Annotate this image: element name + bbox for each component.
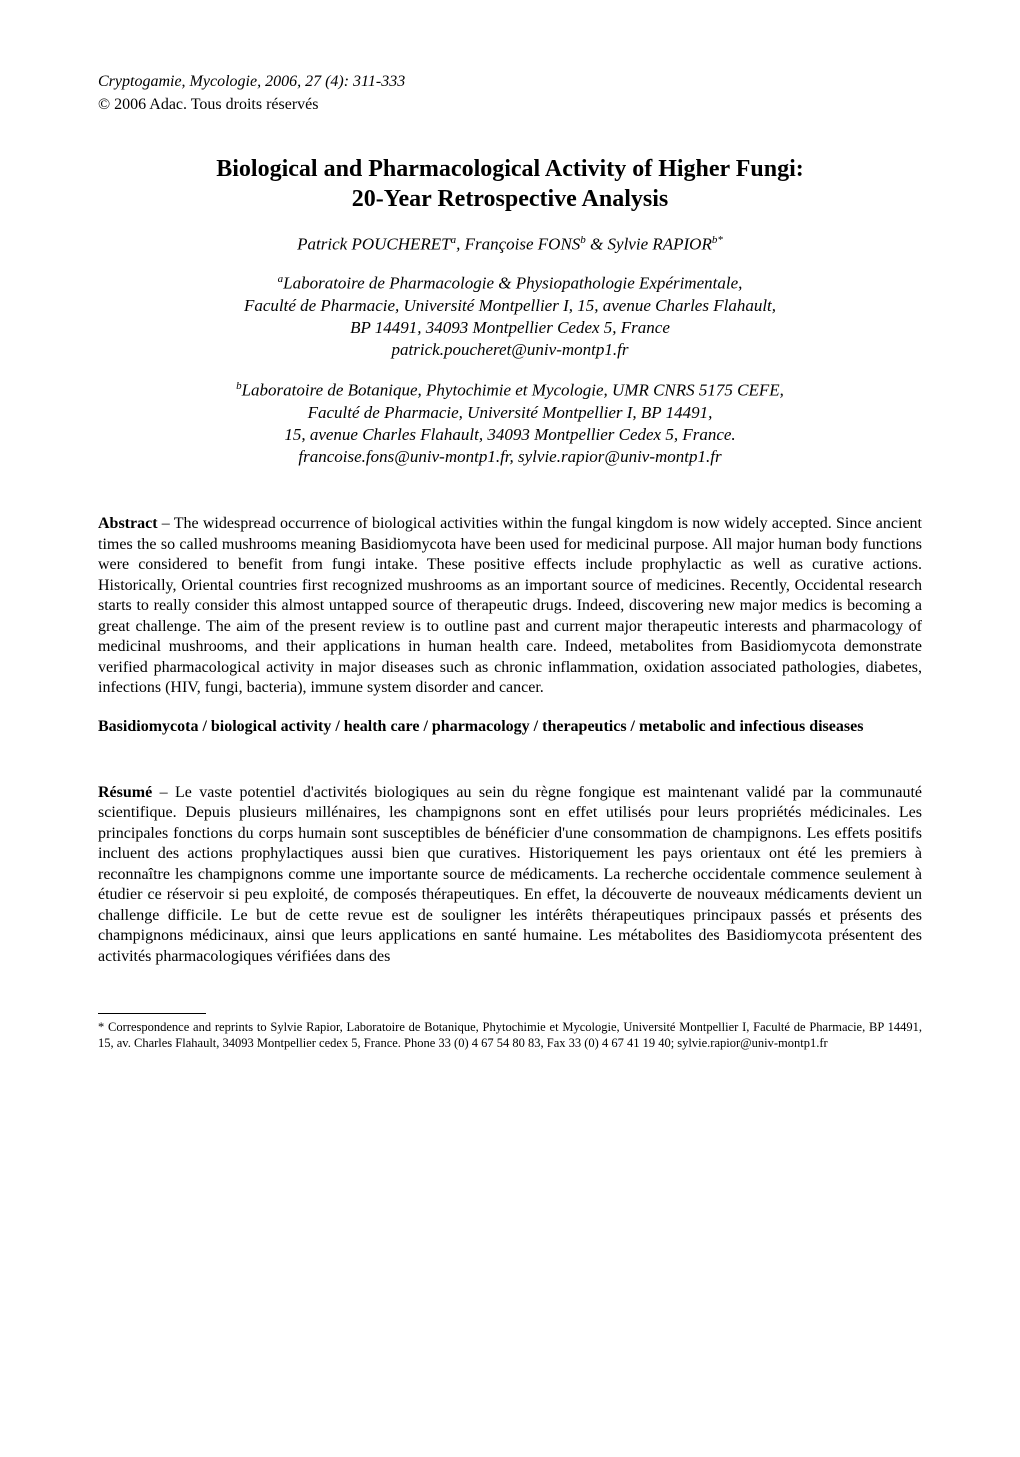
abstract-paragraph: Abstract – The widespread occurrence of … [98, 514, 922, 698]
abstract-text: The widespread occurrence of biological … [98, 515, 922, 696]
author-1-name: Patrick POUCHERET [297, 234, 450, 253]
affiliation-b-line3: 15, avenue Charles Flahault, 34093 Montp… [284, 425, 735, 444]
affiliation-a-email: patrick.poucheret@univ-montp1.fr [392, 340, 629, 359]
footnote-rule [98, 1013, 206, 1014]
title-line-2: 20-Year Retrospective Analysis [352, 186, 668, 212]
title-line-1: Biological and Pharmacological Activity … [216, 156, 804, 182]
author-3-sup: b* [712, 234, 723, 246]
affiliation-b-email: francoise.fons@univ-montp1.fr, sylvie.ra… [298, 447, 721, 466]
journal-citation: Cryptogamie, Mycologie, 2006, 27 (4): 31… [98, 72, 922, 93]
affiliation-a-line2: Faculté de Pharmacie, Université Montpel… [244, 296, 776, 315]
affiliation-b-line2: Faculté de Pharmacie, Université Montpel… [308, 403, 713, 422]
author-sep-2: & [586, 234, 608, 253]
keywords-paragraph: Basidiomycota / biological activity / he… [98, 717, 922, 737]
resume-paragraph: Résumé – Le vaste potentiel d'activités … [98, 783, 922, 967]
author-line: Patrick POUCHERETa, Françoise FONSb & Sy… [98, 234, 922, 255]
footnote-text: * Correspondence and reprints to Sylvie … [98, 1020, 922, 1051]
resume-label: Résumé [98, 784, 152, 801]
affiliation-b-line1: Laboratoire de Botanique, Phytochimie et… [242, 381, 784, 400]
abstract-label: Abstract [98, 515, 158, 532]
affiliation-a-line1: Laboratoire de Pharmacologie & Physiopat… [283, 274, 742, 293]
keywords-text: Basidiomycota / biological activity / he… [98, 718, 863, 735]
affiliation-a: aLaboratoire de Pharmacologie & Physiopa… [98, 272, 922, 361]
author-2-name: Françoise FONS [465, 234, 581, 253]
abstract-dash: – [158, 515, 174, 532]
affiliation-a-line3: BP 14491, 34093 Montpellier Cedex 5, Fra… [350, 318, 670, 337]
affiliation-b: bLaboratoire de Botanique, Phytochimie e… [98, 379, 922, 468]
author-sep-1: , [456, 234, 465, 253]
resume-text: Le vaste potentiel d'activités biologiqu… [98, 784, 922, 965]
author-3-name: Sylvie RAPIOR [608, 234, 712, 253]
resume-dash: – [152, 784, 175, 801]
article-title: Biological and Pharmacological Activity … [98, 154, 922, 214]
copyright-line: © 2006 Adac. Tous droits réservés [98, 95, 922, 116]
